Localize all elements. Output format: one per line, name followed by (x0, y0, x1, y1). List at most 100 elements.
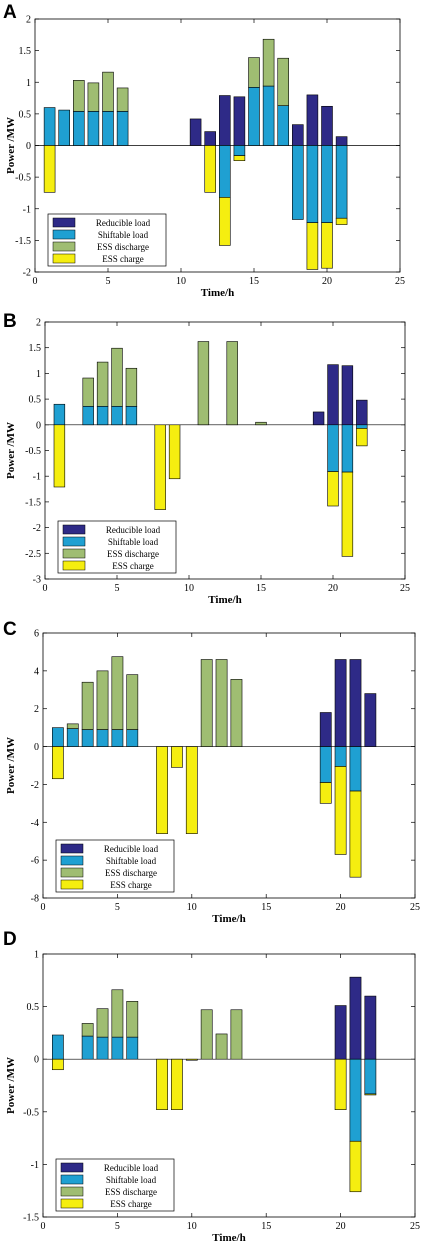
legend-label-ess-charge: ESS charge (112, 561, 154, 571)
legend-swatch-shiftable-load (60, 1174, 84, 1185)
x-tick-label: 20 (328, 583, 338, 594)
bar-shiftable-load (116, 111, 129, 146)
legend-label-ess-discharge: ESS discharge (105, 868, 157, 878)
bar-ess-charge (156, 746, 168, 834)
bar-ess-discharge (126, 674, 139, 730)
bar-ess-charge (185, 1058, 198, 1061)
y-tick-label: -1.5 (23, 1213, 39, 1224)
bar-ess-discharge (255, 421, 267, 426)
bar-shiftable-load (306, 145, 319, 223)
bar-shiftable-load (349, 746, 362, 792)
y-tick-label: 2 (34, 704, 39, 715)
bar-ess-charge (171, 1058, 183, 1110)
bar-ess-charge (51, 1058, 64, 1071)
y-tick-label: -1.5 (15, 236, 31, 247)
bar-ess-charge (341, 471, 354, 557)
legend-swatch-shiftable-load (60, 855, 84, 866)
bar-shiftable-load (102, 111, 114, 146)
bar-ess-charge (306, 222, 319, 270)
bar-ess-charge (356, 428, 368, 447)
legend-swatch-reducible-load (60, 843, 84, 854)
bar-ess-charge (321, 222, 333, 269)
y-tick-label: 0.5 (29, 395, 42, 406)
bar-shiftable-load (87, 111, 100, 146)
legend-label-ess-charge: ESS charge (102, 254, 144, 264)
y-tick-label: -3 (33, 575, 41, 586)
x-tick-label: 0 (41, 902, 46, 913)
y-tick-label: 0 (36, 420, 41, 431)
y-axis-title: Power /MW (5, 737, 17, 794)
bar-ess-charge (334, 1058, 347, 1110)
bar-ess-discharge (102, 71, 114, 112)
legend-label-shiftable-load: Shiftable load (106, 1175, 157, 1185)
bar-reducible-load (204, 131, 216, 146)
bar-reducible-load (356, 399, 368, 426)
x-tick-label: 15 (256, 583, 266, 594)
legend-label-ess-charge: ESS charge (110, 1199, 152, 1209)
legend: Reducible load Shiftable load ESS discharg… (47, 213, 167, 267)
bar-ess-charge (171, 746, 183, 768)
y-axis-title: Power /MW (5, 117, 17, 174)
legend: Reducible load Shiftable load ESS discharg… (55, 839, 175, 893)
bar-reducible-load (334, 1005, 347, 1060)
y-tick-label: 2 (36, 318, 41, 329)
y-tick-label: -2 (31, 780, 39, 791)
bar-ess-charge (53, 424, 66, 488)
bar-ess-discharge (125, 367, 138, 407)
bar-ess-discharge (82, 377, 94, 407)
y-tick-label: -4 (31, 818, 39, 829)
bar-shiftable-load (51, 1034, 64, 1060)
bar-reducible-load (312, 411, 325, 426)
bar-shiftable-load (248, 87, 260, 146)
bar-ess-charge (364, 1093, 377, 1096)
bar-reducible-load (319, 712, 332, 747)
bar-ess-charge (51, 746, 64, 780)
x-tick-label: 25 (400, 583, 410, 594)
legend-swatch-reducible-load (62, 524, 86, 535)
legend-label-shiftable-load: Shiftable load (108, 537, 159, 547)
bar-ess-charge (319, 782, 332, 804)
bar-ess-discharge (200, 1009, 213, 1060)
bar-ess-discharge (197, 341, 210, 426)
bar-ess-discharge (116, 87, 129, 112)
x-tick-label: 20 (336, 1221, 346, 1232)
y-tick-label: 1.5 (29, 343, 42, 354)
bar-ess-charge (154, 424, 166, 510)
legend-swatch-ess-discharge (60, 867, 84, 878)
y-tick-label: 0.5 (19, 109, 32, 120)
bar-ess-discharge (87, 82, 100, 112)
legend-swatch-reducible-load (60, 1162, 84, 1173)
y-tick-label: -1 (23, 204, 31, 215)
y-tick-label: 1 (26, 78, 31, 89)
y-tick-label: 1.5 (19, 46, 32, 57)
y-tick-label: 0 (34, 742, 39, 753)
legend-swatch-ess-discharge (52, 241, 76, 252)
chart-panel-c: C 0 5 10 15 20 25 -8 -6 -4 -2 0 2 4 6 Time/h Power /MW Re… (3, 619, 420, 925)
y-axis-title: Power /MW (5, 422, 17, 479)
bar-reducible-load (292, 124, 304, 146)
bar-shiftable-load (126, 729, 139, 747)
x-tick-label: 0 (43, 583, 48, 594)
y-tick-label: -2 (23, 268, 31, 279)
bar-shiftable-load (292, 145, 304, 220)
bar-ess-charge (327, 471, 339, 507)
y-tick-label: -1.5 (25, 497, 41, 508)
bar-shiftable-load (126, 1036, 139, 1060)
x-tick-label: 25 (410, 902, 420, 913)
y-tick-label: 6 (34, 629, 39, 640)
bar-shiftable-load (73, 111, 85, 146)
legend-label-reducible-load: Reducible load (104, 1163, 159, 1173)
bar-reducible-load (349, 659, 362, 747)
bar-ess-discharge (96, 361, 109, 407)
y-tick-label: -2.5 (25, 549, 41, 560)
x-tick-label: 20 (322, 276, 332, 287)
bar-ess-discharge (248, 57, 260, 88)
y-tick-label: -0.5 (15, 173, 31, 184)
bar-reducible-load (334, 659, 347, 747)
x-tick-label: 0 (41, 1221, 46, 1232)
bar-ess-discharge (66, 723, 79, 729)
bar-shiftable-load (82, 405, 94, 426)
x-tick-label: 10 (176, 276, 186, 287)
chart-panel-b: B 0 5 10 15 20 25 -3 -2.5 -2 -1.5 -1 -0.5 0 0.5 1 1.5 2 Ti… (3, 311, 410, 606)
bar-shiftable-load (321, 145, 333, 223)
